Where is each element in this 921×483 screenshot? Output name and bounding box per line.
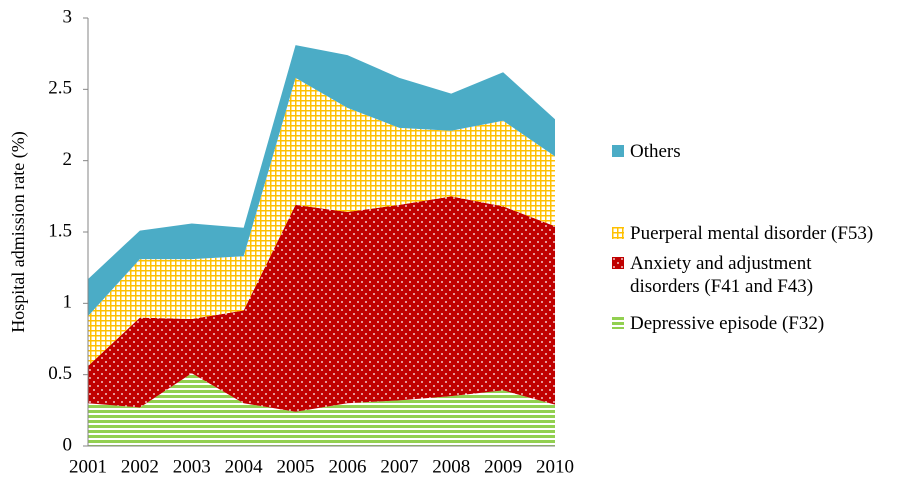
- legend-item: Depressive episode (F32): [612, 312, 912, 335]
- legend-item: Puerperal mental disorder (F53): [612, 222, 912, 245]
- x-tick-label: 2006: [328, 456, 366, 477]
- legend-swatch: [612, 145, 624, 157]
- legend-label: Depressive episode (F32): [630, 313, 825, 334]
- x-tick-label: 2007: [380, 456, 418, 477]
- x-tick-label: 2008: [432, 456, 470, 477]
- y-tick-label: 1.5: [48, 220, 72, 241]
- y-tick-label: 1: [63, 292, 73, 313]
- x-tick-label: 2009: [484, 456, 522, 477]
- x-tick-label: 2001: [69, 456, 107, 477]
- y-tick-label: 2.5: [48, 78, 72, 99]
- y-tick-label: 3: [63, 6, 73, 27]
- area: [88, 196, 555, 412]
- legend-swatch: [612, 257, 624, 269]
- legend-item: Anxiety and adjustment disorders (F41 an…: [612, 252, 862, 298]
- legend-label: Others: [630, 141, 681, 162]
- area: [88, 45, 555, 317]
- y-tick-label: 2: [63, 149, 73, 170]
- legend-label: Puerperal mental disorder (F53): [630, 223, 874, 244]
- x-tick-label: 2005: [277, 456, 315, 477]
- x-tick-label: 2010: [536, 456, 574, 477]
- y-axis-title: Hospital admission rate (%): [8, 131, 29, 332]
- x-tick-label: 2004: [225, 456, 264, 477]
- y-tick-label: 0.5: [48, 363, 72, 384]
- legend-swatch: [612, 317, 624, 329]
- area: [88, 77, 555, 367]
- legend-label: Anxiety and adjustment disorders (F41 an…: [630, 253, 814, 297]
- y-tick-label: 0: [63, 434, 73, 455]
- x-tick-label: 2002: [121, 456, 159, 477]
- x-tick-label: 2003: [173, 456, 211, 477]
- area: [88, 373, 555, 446]
- legend-swatch: [612, 227, 624, 239]
- legend-item: Others: [612, 140, 912, 163]
